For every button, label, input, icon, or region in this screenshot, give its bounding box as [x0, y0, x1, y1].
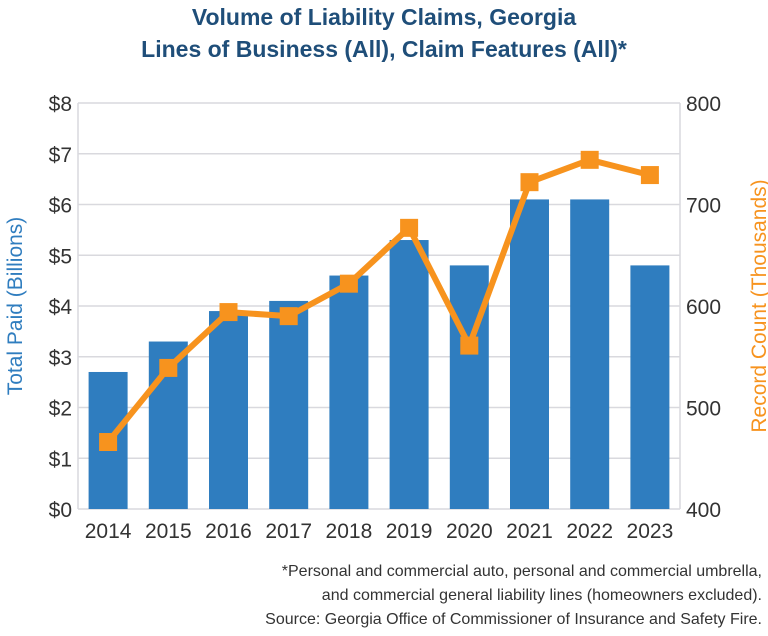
- line-marker-2014: [99, 433, 118, 452]
- x-tick-label: 2017: [265, 520, 312, 543]
- bar-2018: [329, 275, 369, 509]
- line-marker-2017: [279, 307, 298, 326]
- bar-2017: [269, 300, 309, 509]
- x-tick-label: 2021: [506, 520, 553, 543]
- line-marker-2019: [400, 218, 419, 237]
- x-tick-label: 2014: [85, 520, 132, 543]
- x-tick-label: 2015: [145, 520, 192, 543]
- line-marker-2022: [580, 150, 599, 169]
- footnote-line1: *Personal and commercial auto, personal …: [281, 563, 762, 580]
- bar-2019: [389, 240, 429, 509]
- x-tick-label: 2016: [205, 520, 252, 543]
- line-marker-2020: [460, 336, 479, 355]
- y-tick-label: $6: [49, 195, 72, 218]
- y2-tick-label: 500: [686, 398, 721, 421]
- chart-title-line1: Volume of Liability Claims, Georgia: [191, 4, 577, 30]
- line-marker-2015: [159, 358, 178, 377]
- line-marker-2023: [640, 166, 659, 185]
- bar-2021: [510, 199, 549, 510]
- y-tick-label: $5: [49, 245, 72, 268]
- bar-2022: [570, 199, 610, 510]
- chart: $0 $1 $2 $3 $4 $5 $6 $7 $8 400 500 600 700 800 2014 201…: [4, 93, 768, 543]
- y-tick-label: $7: [49, 144, 72, 167]
- y-tick-label: $8: [49, 93, 72, 116]
- footnote-line2: and commercial general liability lines (…: [321, 587, 762, 604]
- bar-2016: [209, 311, 248, 509]
- y-axis-title: Total Paid (Billions): [4, 217, 27, 396]
- y-tick-label: $3: [49, 347, 72, 370]
- x-tick-label: 2023: [627, 520, 674, 543]
- y2-tick-label: 400: [686, 499, 721, 522]
- y2-axis-title: Record Count (Thousands): [748, 179, 768, 432]
- x-tick-label: 2018: [326, 520, 373, 543]
- y-tick-label: $0: [49, 499, 72, 522]
- line-marker-2016: [219, 303, 238, 322]
- line-marker-2021: [520, 173, 539, 192]
- y2-tick-label: 600: [686, 296, 721, 319]
- footnote-source: Source: Georgia Office of Commissioner o…: [265, 611, 762, 628]
- y-tick-label: $4: [49, 296, 73, 319]
- x-tick-label: 2022: [566, 520, 613, 543]
- y2-tick-label: 700: [686, 195, 721, 218]
- x-tick-label: 2019: [386, 520, 433, 543]
- bar-2023: [630, 265, 670, 509]
- y-tick-label: $2: [49, 398, 72, 421]
- x-tick-label: 2020: [446, 520, 493, 543]
- y-tick-label: $1: [49, 448, 72, 471]
- y2-tick-label: 800: [686, 93, 721, 116]
- record-count-line: [105, 156, 651, 444]
- chart-title-line2: Lines of Business (All), Claim Features …: [141, 36, 627, 62]
- line-marker-2018: [339, 274, 358, 293]
